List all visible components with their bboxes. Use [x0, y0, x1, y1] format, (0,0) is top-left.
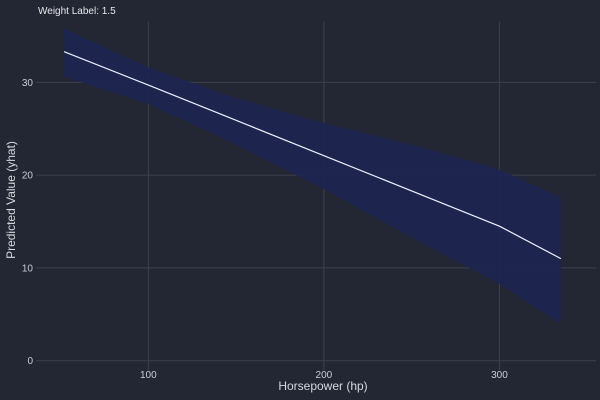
prediction-line — [63, 51, 562, 260]
x-axis-title: Horsepower (hp) — [278, 379, 367, 393]
y-tick-label-1: 10 — [22, 263, 34, 274]
series-line — [63, 51, 562, 260]
x-tick-label-2: 300 — [491, 370, 508, 381]
y-tick-label-3: 30 — [22, 78, 34, 89]
confidence-band — [64, 28, 561, 324]
y-tick-label-0: 0 — [27, 356, 33, 367]
y-tick-label-2: 20 — [22, 171, 34, 182]
tick-labels: 0 10 20 30 100 200 300 — [22, 78, 508, 381]
x-tick-label-0: 100 — [140, 370, 157, 381]
y-axis-title: Predicted Value (yhat) — [4, 141, 18, 259]
confidence-ribbon — [64, 28, 561, 324]
facet-label: Weight Label: 1.5 — [38, 6, 116, 17]
x-tick-label-1: 200 — [316, 370, 333, 381]
